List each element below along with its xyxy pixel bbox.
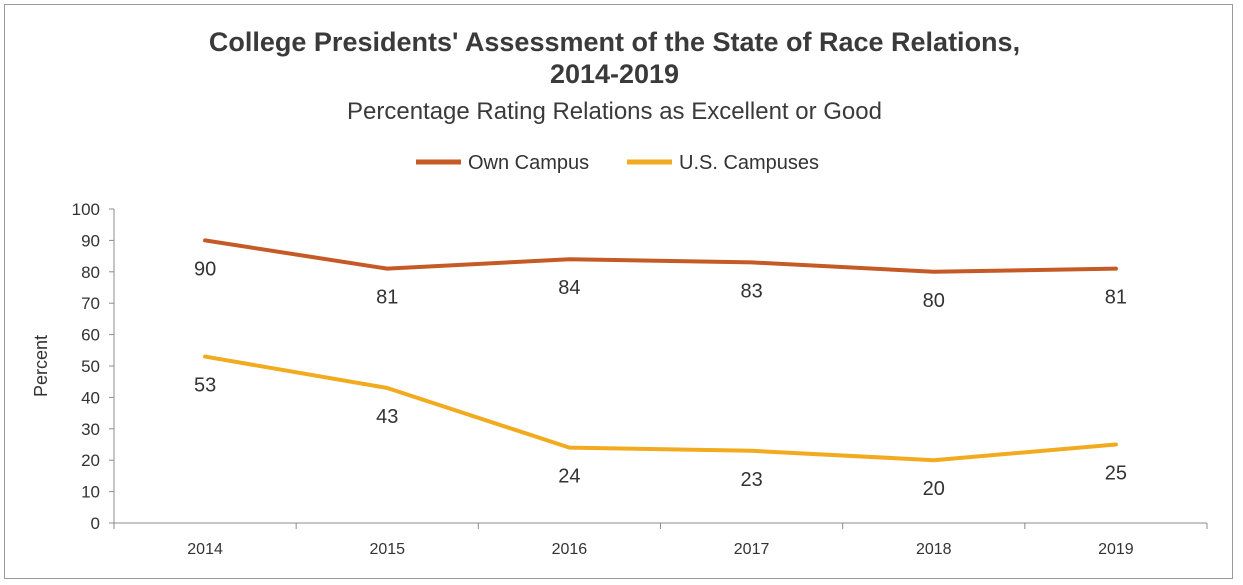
y-tick-label: 50 (81, 357, 100, 376)
y-tick-label: 60 (81, 326, 100, 345)
x-tick-label: 2018 (916, 541, 952, 558)
series-line (203, 238, 1118, 274)
chart-title-line2: 2014-2019 (549, 59, 680, 89)
data-label: 43 (376, 406, 398, 428)
data-label: 20 (923, 478, 945, 500)
y-tick-label: 0 (91, 514, 100, 533)
y-tick-label: 20 (81, 451, 100, 470)
y-axis-title: Percent (31, 335, 51, 397)
y-tick-label: 70 (81, 294, 100, 313)
legend-label: Own Campus (468, 152, 589, 174)
data-label: 81 (1105, 287, 1127, 309)
chart-title: College Presidents' Assessment of the St… (0, 26, 1229, 90)
y-tick-label: 10 (81, 483, 100, 502)
chart-frame (4, 4, 1233, 579)
x-tick-label: 2019 (1098, 541, 1134, 558)
data-label: 83 (740, 280, 762, 302)
series-line (203, 354, 1118, 463)
y-tick-label: 80 (81, 263, 100, 282)
data-label: 84 (558, 277, 580, 299)
legend-label: U.S. Campuses (679, 152, 819, 174)
x-tick-label: 2017 (734, 541, 770, 558)
data-label: 90 (194, 258, 216, 280)
x-tick-label: 2014 (187, 541, 223, 558)
data-label: 25 (1105, 463, 1127, 485)
y-tick-label: 100 (72, 200, 100, 219)
data-label: 23 (740, 469, 762, 491)
data-label: 53 (194, 375, 216, 397)
data-label: 81 (376, 287, 398, 309)
data-label: 24 (558, 466, 580, 488)
chart-title-line1: College Presidents' Assessment of the St… (208, 27, 1021, 57)
y-tick-label: 90 (81, 231, 100, 250)
x-tick-label: 2016 (552, 541, 588, 558)
chart-subtitle: Percentage Rating Relations as Excellent… (347, 98, 882, 125)
data-label: 80 (923, 290, 945, 312)
x-tick-label: 2015 (369, 541, 405, 558)
y-tick-label: 30 (81, 420, 100, 439)
y-tick-label: 40 (81, 388, 100, 407)
